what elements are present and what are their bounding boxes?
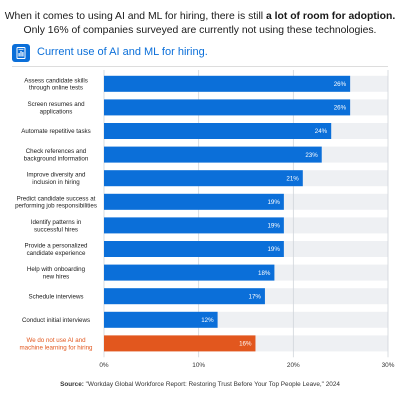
bar (104, 288, 265, 305)
data-label: 23% (305, 152, 318, 159)
category-label: Assess candidate skills through online te… (24, 77, 88, 91)
category-label-line: background information (24, 156, 89, 163)
bar (104, 264, 275, 281)
headline-line-1: When it comes to using AI and ML for hir… (0, 10, 400, 24)
category-label-line: Provide a personalized (25, 243, 89, 250)
bar (104, 217, 284, 234)
source-label: Source: (60, 381, 84, 388)
category-label-line: Improve diversity and (27, 172, 86, 179)
bar (104, 99, 351, 116)
data-label: 12% (201, 317, 214, 324)
category-label-line: Conduct initial interviews (22, 317, 90, 324)
category-label-line: new hires (43, 274, 69, 281)
bar (104, 75, 351, 92)
bar (104, 311, 218, 328)
data-label: 17% (249, 293, 262, 300)
headline-line-2: Only 16% of companies surveyed are curre… (23, 25, 377, 36)
category-label-line: Schedule interviews (28, 293, 83, 300)
x-tick-label: 30% (382, 362, 395, 369)
category-label: Provide a personalized candidate experien… (25, 243, 89, 257)
category-label-line: Automate repetitive tasks (21, 128, 90, 135)
section-divider (12, 66, 388, 67)
category-label: Screen resumes and applications (27, 101, 85, 115)
category-label: Improve diversity and inclusion in hiring (27, 172, 86, 186)
category-label-line: We do not use AI and (26, 337, 86, 344)
bar-highlight (104, 335, 256, 352)
category-label-line: through online tests (29, 85, 83, 92)
source-note: Source: "Workday Global Workforce Report… (0, 381, 400, 388)
bar (104, 241, 284, 257)
category-label-line: Predict candidate success at (17, 195, 96, 202)
headline: When it comes to using AI and ML for hir… (0, 10, 400, 38)
category-label-line: Screen resumes and (27, 101, 85, 108)
category-label-line: Check references and (26, 148, 87, 155)
data-label: 21% (286, 175, 299, 182)
category-label: Predict candidate success at performing j… (15, 195, 97, 209)
headline-emphasis: a lot of room for adoption. (265, 11, 396, 22)
data-label: 16% (239, 341, 252, 348)
category-label-line: inclusion in hiring (32, 179, 80, 186)
x-tick-label: 20% (287, 362, 300, 369)
section-header: Current use of AI and ML for hiring. (12, 44, 388, 62)
category-label: Check references and background informati… (24, 148, 89, 162)
category-label: Schedule interviews (28, 293, 83, 300)
bar (104, 123, 332, 139)
data-label: 26% (334, 81, 347, 88)
category-label-line: machine learning for hiring (20, 344, 93, 351)
data-label: 19% (267, 223, 280, 230)
x-tick-label: 10% (192, 362, 205, 369)
category-label: We do not use AI and machine learning for… (20, 337, 93, 351)
category-label-line: candidate experience (27, 250, 86, 257)
document-chart-icon (12, 44, 30, 62)
bar (104, 146, 322, 163)
x-tick-label: 0% (99, 362, 109, 369)
data-label: 18% (258, 270, 271, 277)
data-label: 19% (267, 246, 280, 253)
data-label: 26% (334, 105, 347, 112)
category-label-line: performing job responsibilities (15, 203, 97, 210)
category-label: Identify patterns in successful hires (31, 219, 82, 233)
data-label: 24% (315, 128, 328, 135)
source-text: "Workday Global Workforce Report: Restor… (85, 381, 340, 388)
data-label: 19% (267, 199, 280, 206)
section-title: Current use of AI and ML for hiring. (37, 46, 208, 58)
category-label-line: Assess candidate skills (24, 77, 88, 84)
category-label: Conduct initial interviews (22, 317, 90, 324)
category-label-line: successful hires (34, 226, 78, 233)
category-label: Automate repetitive tasks (21, 128, 90, 135)
category-label-line: Help with onboarding (27, 266, 86, 273)
bar (104, 170, 303, 187)
category-label-line: applications (40, 108, 73, 115)
category-label: Help with onboarding new hires (27, 266, 86, 280)
headline-text: When it comes to using AI and ML for hir… (4, 11, 266, 22)
bar (104, 193, 284, 210)
category-label-line: Identify patterns in (31, 219, 82, 226)
